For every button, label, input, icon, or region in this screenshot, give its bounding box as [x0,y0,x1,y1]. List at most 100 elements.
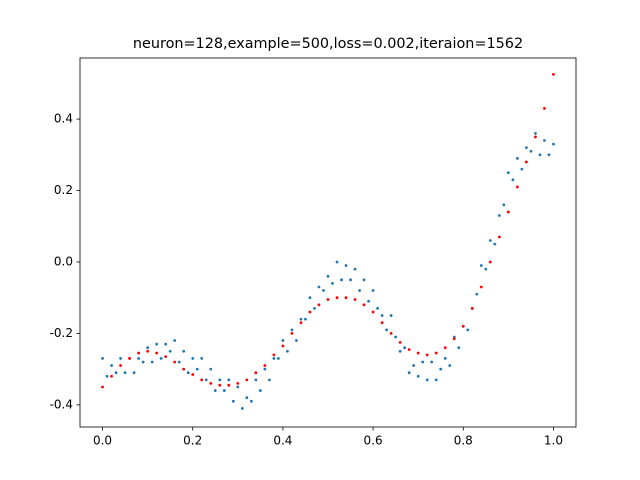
point [313,307,316,310]
point [227,383,231,387]
point [475,292,479,296]
point [263,367,267,371]
point [362,303,366,307]
point [101,385,104,389]
point [403,346,407,350]
point [520,167,524,171]
point [272,357,276,360]
point [371,310,375,314]
point [308,296,312,300]
point [398,349,402,353]
point [353,267,357,271]
point [191,373,195,376]
point [146,349,150,353]
point [416,374,420,378]
point [119,364,122,367]
point [493,242,497,246]
point [421,360,425,364]
point [146,346,150,350]
y-tick-label: 0.2 [54,183,73,197]
point [173,360,177,364]
point [443,346,447,350]
point [317,303,321,307]
point [358,289,361,292]
point [349,278,352,282]
point [231,399,235,403]
point [506,171,510,175]
point [416,351,420,355]
point [101,357,104,360]
point [105,374,109,378]
point [290,332,294,335]
y-tick-label: 0.0 [54,254,73,268]
point [439,367,443,371]
point [443,357,447,360]
point [164,355,168,359]
point [141,360,145,364]
point [326,274,330,278]
point [114,371,118,375]
point [340,278,343,282]
point [484,267,488,271]
point [538,153,542,157]
point [182,367,186,371]
point [295,339,298,342]
point [506,210,510,214]
point [258,389,262,392]
point [497,214,501,217]
point [547,153,551,157]
point [525,160,528,164]
point [123,371,127,375]
point [479,285,483,289]
point [461,324,465,328]
point [331,282,334,285]
point [488,260,492,264]
point [488,239,492,242]
y-tick-label: -0.4 [50,397,73,411]
point [398,340,402,344]
point [448,364,452,367]
point [362,278,366,282]
x-tick-label: 0.2 [183,434,202,448]
point [128,357,132,360]
point [430,360,434,364]
point [412,364,416,367]
point [299,317,303,321]
point [191,357,195,360]
point [389,332,393,335]
point [452,337,456,341]
point [543,139,546,142]
point [137,357,141,360]
point [155,342,159,346]
point [150,360,154,364]
point [218,378,222,382]
point [200,378,204,382]
point [195,367,199,371]
point [502,203,506,207]
point [164,342,168,346]
point [353,298,357,301]
chart-title: neuron=128,example=500,loss=0.002,iterai… [133,36,523,52]
point [290,328,294,332]
point [267,378,271,382]
point [245,396,249,400]
point [168,349,172,353]
point [534,131,537,135]
point [277,357,280,360]
point [272,353,276,357]
point [240,407,244,410]
point [322,289,325,292]
point [200,357,204,360]
point [110,374,113,378]
point [529,149,533,153]
point [380,321,384,325]
point [155,351,159,355]
point [371,289,375,292]
point [511,178,515,182]
point [204,378,208,382]
point [209,382,213,385]
point [317,285,321,289]
point [281,339,285,342]
point [552,142,555,146]
point [425,378,429,382]
